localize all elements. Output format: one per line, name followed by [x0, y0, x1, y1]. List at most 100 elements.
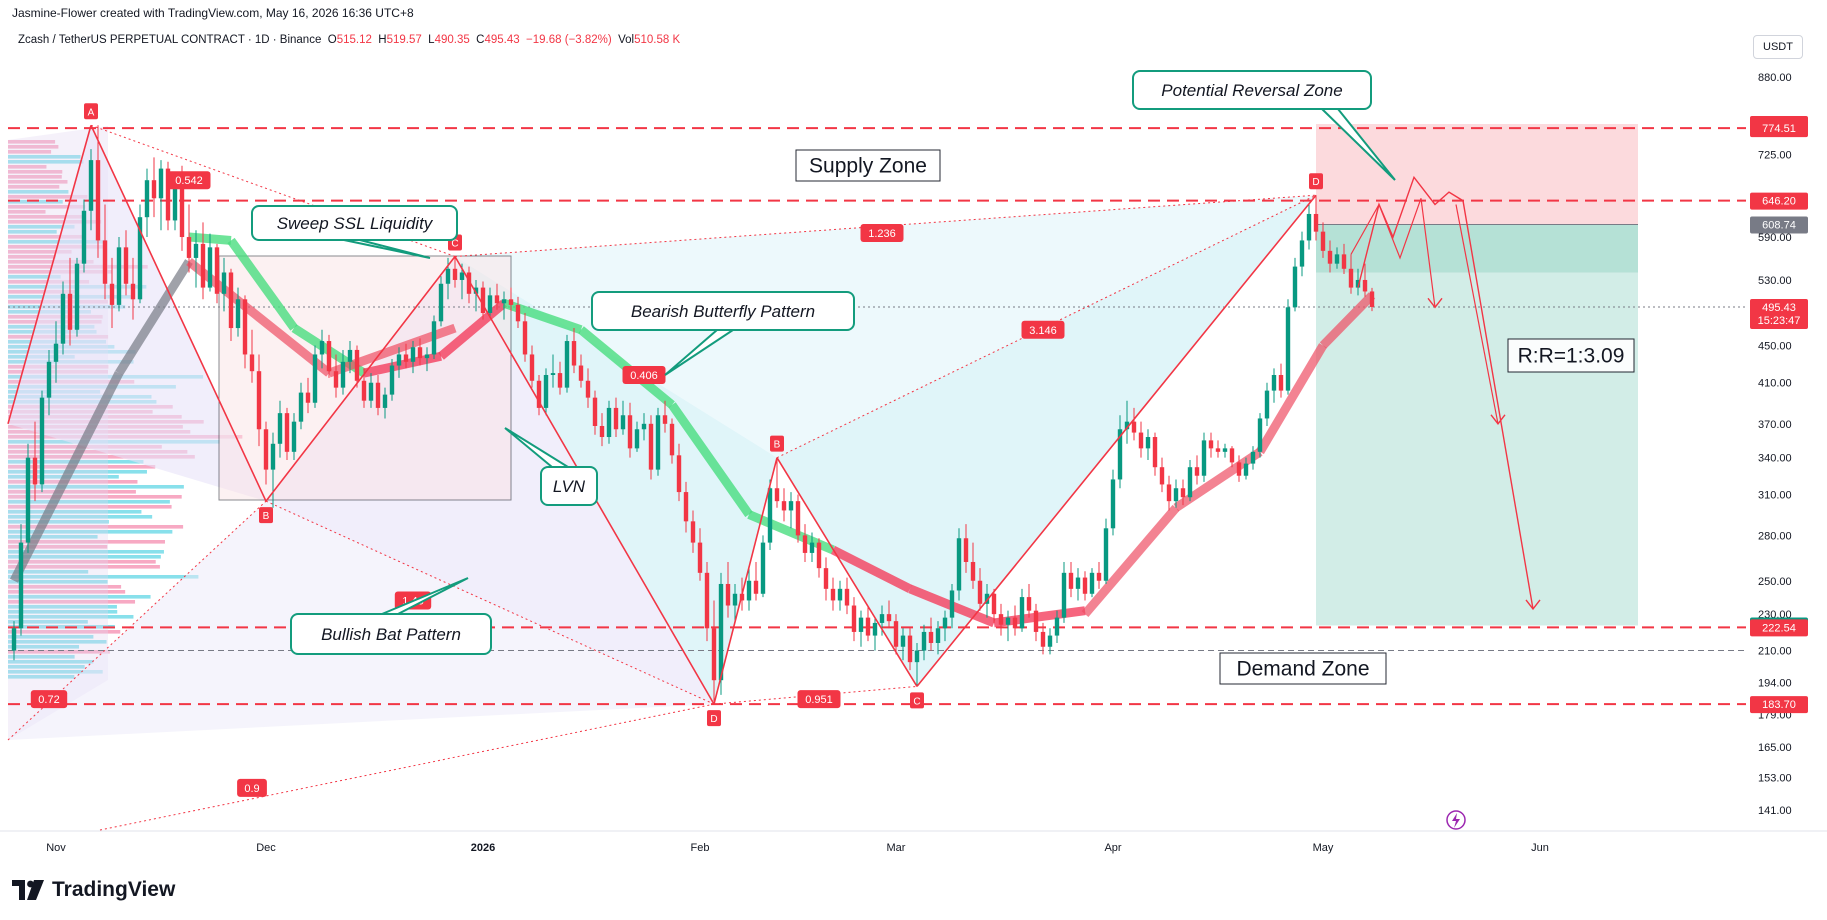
time-axis-label: May [1313, 842, 1334, 854]
candle-body [872, 622, 878, 636]
candle-body [753, 580, 759, 594]
candle-body [417, 347, 423, 359]
candle-body [445, 268, 451, 284]
callout-lvn: LVN [504, 427, 598, 506]
ratio-label-text: 0.542 [175, 175, 203, 187]
candle-body [1033, 610, 1039, 632]
candle-body [1222, 448, 1228, 452]
candle-body [641, 423, 647, 430]
volume-profile-bar [8, 580, 108, 584]
ratio-label-bg [237, 778, 267, 797]
harmonic-point-label: C [451, 238, 458, 249]
candle-body [18, 542, 24, 629]
candle-body [452, 268, 458, 280]
volume-profile-bar [8, 635, 94, 639]
candle-body [613, 407, 619, 430]
candle-body [746, 580, 752, 601]
bat-xab-fill [8, 125, 266, 502]
target-zone [1316, 224, 1638, 626]
symbol-name[interactable]: Zcash / TetherUS PERPETUAL CONTRACT · 1D… [18, 34, 322, 46]
candle-body [1264, 390, 1270, 419]
candle-body [683, 492, 689, 522]
candle-body [1348, 268, 1354, 288]
callout-box [591, 291, 855, 331]
harmonic-point-label: C [913, 696, 920, 707]
candle-body [501, 299, 507, 304]
harmonic-point-label: D [710, 714, 717, 725]
candle-body [1208, 440, 1214, 449]
candle-body [767, 488, 773, 543]
volume-profile-bar [8, 495, 182, 499]
candle-body [977, 580, 983, 604]
ratio-label: 3.146 [1021, 320, 1065, 339]
price-axis-tick-label: 165.00 [1758, 742, 1792, 754]
boxed-label-demand-zone: Demand Zone [1219, 652, 1387, 685]
candle-body [494, 295, 500, 304]
volume-profile-bar [8, 615, 134, 619]
volume-profile-bar [8, 260, 94, 264]
currency-button[interactable]: USDT [1753, 35, 1803, 59]
ratio-label: 0.72 [30, 690, 68, 709]
candle-body [193, 243, 199, 258]
ratio-label-bg [797, 690, 841, 709]
projection-path-short [1350, 198, 1436, 308]
harmonic-point-badge [770, 435, 784, 452]
close-label: C [476, 34, 485, 46]
candle-body [1117, 429, 1123, 480]
candle-body [228, 272, 234, 329]
candle-body [375, 382, 381, 408]
candle-body [88, 160, 94, 211]
candle-body [179, 186, 185, 238]
candle-body [529, 354, 535, 381]
candle-body [368, 382, 374, 401]
candle-body [1369, 291, 1375, 307]
volume-profile-bar [8, 155, 81, 159]
volume-profile-bar [8, 470, 147, 474]
candle-body [592, 397, 598, 426]
volume-profile-bar [8, 645, 80, 649]
ratio-label: 0.542 [167, 171, 211, 190]
candle-body [109, 283, 115, 305]
volume-profile-bar [8, 480, 138, 484]
candle-body [1327, 250, 1333, 264]
volume-profile-bar [8, 555, 161, 559]
candle-body [998, 614, 1004, 625]
candle-body [1110, 479, 1116, 529]
price-axis-tick-label: 530.00 [1758, 275, 1792, 287]
candle-body [1257, 418, 1263, 452]
candle-body [648, 423, 654, 470]
callout-text: Bullish Bat Pattern [321, 625, 461, 644]
candle-body [886, 614, 892, 622]
candle-body [816, 542, 822, 569]
ratio-label: 0.9 [237, 778, 267, 797]
candle-body [1355, 279, 1361, 288]
callout-box [1132, 70, 1372, 110]
candle-body [1103, 528, 1109, 581]
candle-body [851, 605, 857, 632]
candle-body [284, 413, 290, 452]
target-zone-upper [1316, 224, 1638, 273]
tradingview-logo[interactable]: TradingView [12, 878, 175, 902]
candle-body [1159, 467, 1165, 485]
candle-body [1187, 467, 1193, 498]
candle-body [1299, 240, 1305, 267]
ribbon-segment [9, 371, 124, 583]
callout-text: LVN [553, 477, 586, 496]
projection-path-mid [1455, 204, 1499, 424]
price-flag: 774.51 [1750, 120, 1808, 138]
projection-layer [1350, 175, 1541, 611]
ratio-label-bg [30, 690, 68, 709]
boxed-label-bg [1219, 652, 1387, 685]
harmonic-point-a: A [84, 103, 98, 120]
candle-body [1089, 572, 1095, 594]
price-axis-tick-label: 310.00 [1758, 490, 1792, 502]
volume-profile-bar [8, 275, 61, 279]
candle-body [578, 365, 584, 381]
candle-body [1082, 577, 1088, 594]
price-axis-tick-label: 340.00 [1758, 453, 1792, 465]
candle-body [347, 349, 353, 362]
ratio-label-text: 0.72 [38, 694, 59, 706]
candle-body [186, 237, 192, 258]
candle-body [438, 283, 444, 322]
